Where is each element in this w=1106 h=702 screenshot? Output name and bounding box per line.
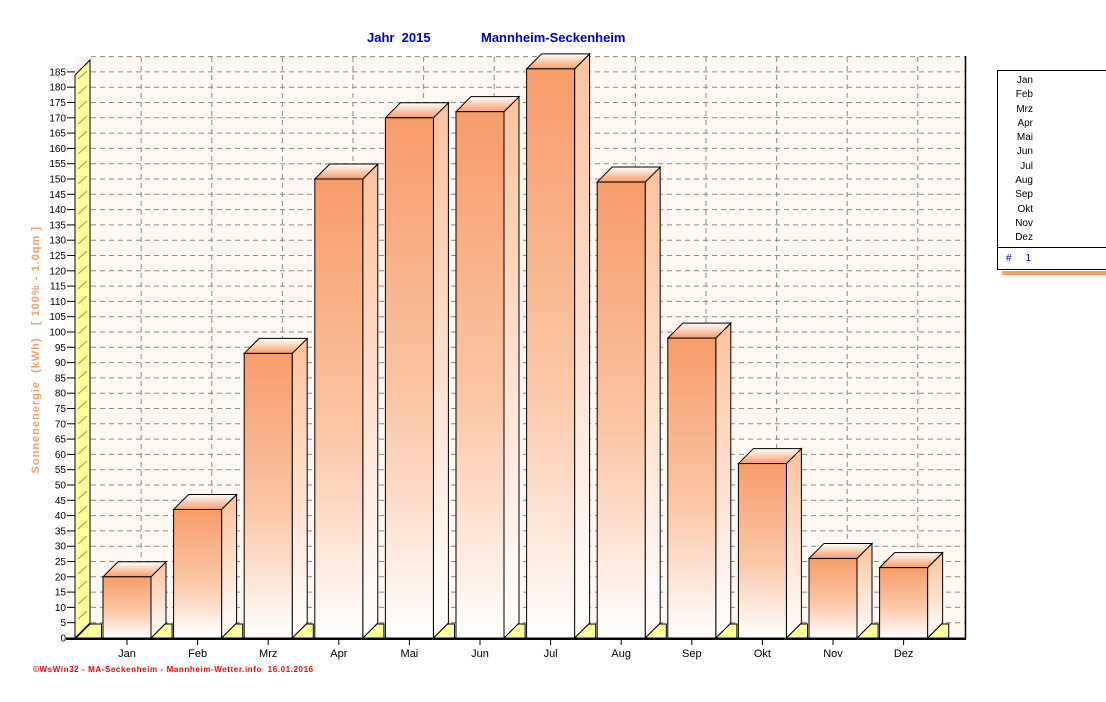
legend-count-value: 1 — [1025, 252, 1032, 264]
x-tick-label: Mai — [401, 648, 419, 660]
bar-sep — [666, 321, 733, 640]
y-tick-label: 10 — [55, 603, 67, 614]
y-tick-label: 45 — [55, 496, 67, 507]
y-tick-label: 140 — [49, 205, 66, 216]
legend-month-row: Sep — [1015, 189, 1033, 201]
chart-title-year: Jahr 2015 — [367, 30, 431, 45]
legend-summary-row: # 1 — [998, 248, 1106, 268]
legend-month-row: Okt — [1017, 203, 1033, 215]
bar-okt — [737, 447, 803, 640]
y-tick-label: 20 — [55, 572, 67, 583]
y-tick-label: 55 — [55, 465, 67, 476]
y-tick-label: 25 — [55, 557, 67, 568]
x-tick-label: Apr — [330, 648, 347, 660]
x-tick-label: Mrz — [259, 648, 277, 660]
legend-month-row: Aug — [1015, 175, 1033, 187]
y-tick-label: 120 — [49, 266, 66, 277]
y-axis-ticks: 0 5 10 15 20 25 30 35 40 45 50 55 60 65 70 75 80 85 90 95 10… — [49, 67, 75, 645]
bar-nov — [807, 542, 874, 640]
y-tick-label: 50 — [55, 481, 67, 492]
chart-title-location: Mannheim-Seckenheim — [481, 30, 626, 45]
bar-aug — [595, 165, 662, 640]
x-tick-label: Feb — [188, 648, 207, 660]
bar-apr — [313, 162, 380, 640]
left-wall — [74, 58, 91, 640]
y-tick-label: 90 — [55, 358, 67, 369]
y-tick-label: 135 — [49, 220, 66, 231]
y-tick-label: 95 — [55, 343, 67, 354]
y-tick-label: 180 — [49, 83, 66, 94]
y-tick-label: 170 — [49, 113, 66, 124]
y-tick-label: 145 — [49, 190, 66, 201]
y-tick-label: 85 — [55, 373, 67, 384]
legend-month-list: Jan Feb Mrz Apr Mai Jun Jul Aug Sep Okt Nov Dez — [998, 71, 1106, 247]
legend-separator — [998, 247, 1106, 248]
y-tick-label: 175 — [49, 98, 66, 109]
y-tick-label: 75 — [55, 404, 67, 415]
bar-jan — [101, 560, 168, 640]
y-tick-label: 65 — [55, 435, 67, 446]
legend-month-row: Nov — [1015, 217, 1033, 229]
legend-month-row: Mrz — [1016, 103, 1033, 115]
legend-box: Jan Feb Mrz Apr Mai Jun Jul Aug Sep Okt Nov Dez # 1 — [997, 70, 1106, 270]
legend-month-row: Jun — [1016, 146, 1033, 158]
copyright-text: ©WsWin32 - MA-Seckenheim - Mannheim-Wett… — [33, 665, 314, 674]
wall-hatching — [77, 70, 88, 620]
y-tick-label: 185 — [49, 67, 66, 78]
y-tick-label: 130 — [49, 236, 66, 247]
x-axis-line — [66, 637, 966, 640]
y-tick-label: 105 — [49, 312, 66, 323]
y-tick-label: 160 — [49, 144, 66, 155]
y-tick-label: 5 — [60, 618, 66, 629]
x-tick-label: Okt — [754, 648, 771, 660]
y-tick-label: 125 — [49, 251, 66, 262]
legend-box-shadow — [1002, 271, 1106, 275]
legend-month-row: Jul — [1020, 160, 1033, 172]
bar-jun — [454, 95, 521, 640]
x-tick-label: Aug — [611, 648, 631, 660]
legend-month-row: Feb — [1015, 89, 1033, 101]
y-tick-label: 80 — [55, 389, 67, 400]
legend-month-row: Jan — [1016, 75, 1033, 86]
x-axis-ticks: Jan Feb Mrz Apr Mai Jun Jul Aug Sep Okt Nov Dez — [118, 640, 913, 660]
x-tick-label: Sep — [682, 648, 702, 660]
y-tick-label: 60 — [55, 450, 67, 461]
y-tick-label: 35 — [55, 526, 67, 537]
bar-jul — [525, 52, 591, 640]
bar-feb — [172, 493, 238, 640]
y-tick-label: 165 — [49, 129, 66, 140]
y-tick-label: 100 — [49, 328, 66, 339]
y-tick-label: 155 — [49, 159, 66, 170]
y-tick-label: 110 — [50, 297, 66, 308]
y-tick-label: 15 — [55, 588, 67, 599]
bar-mrz — [242, 337, 309, 640]
legend-month-row: Mai — [1016, 132, 1033, 144]
x-tick-label: Jul — [544, 648, 558, 660]
legend-month-row: Dez — [1015, 232, 1033, 244]
x-tick-label: Jan — [118, 648, 136, 660]
y-tick-label: 30 — [55, 542, 67, 553]
y-tick-label: 70 — [55, 419, 67, 430]
y-tick-label: 0 — [60, 634, 66, 645]
x-tick-label: Nov — [823, 648, 843, 660]
y-tick-label: 115 — [50, 282, 66, 293]
y-tick-label: 150 — [49, 175, 66, 186]
x-tick-label: Jun — [471, 648, 489, 660]
bar-dez — [878, 551, 944, 640]
x-tick-label: Dez — [894, 648, 914, 660]
legend-month-row: Apr — [1017, 117, 1033, 129]
bar-mai — [384, 101, 450, 640]
y-tick-label: 40 — [55, 511, 67, 522]
legend-hash-label: # — [1006, 252, 1012, 264]
